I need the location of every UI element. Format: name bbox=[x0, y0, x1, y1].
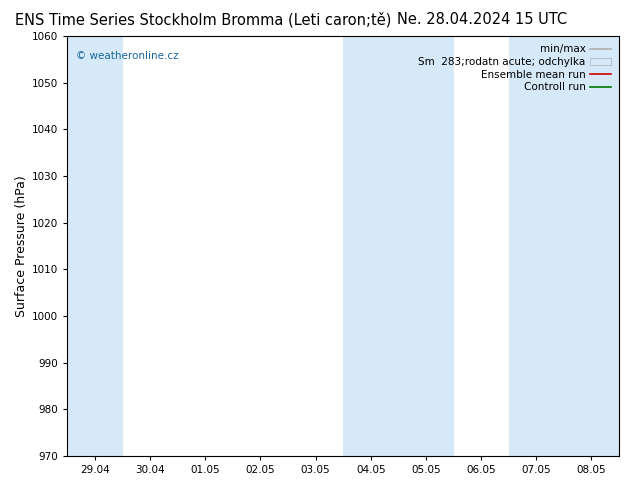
Text: Ne. 28.04.2024 15 UTC: Ne. 28.04.2024 15 UTC bbox=[397, 12, 567, 27]
Text: © weatheronline.cz: © weatheronline.cz bbox=[75, 51, 178, 61]
Y-axis label: Surface Pressure (hPa): Surface Pressure (hPa) bbox=[15, 175, 28, 317]
Bar bbox=[508, 36, 619, 456]
Text: ENS Time Series Stockholm Bromma (Leti caron;tě): ENS Time Series Stockholm Bromma (Leti c… bbox=[15, 12, 391, 28]
Bar bbox=[343, 36, 453, 456]
Legend: min/max, Sm  283;rodatn acute; odchylka, Ensemble mean run, Controll run: min/max, Sm 283;rodatn acute; odchylka, … bbox=[415, 41, 614, 96]
Bar bbox=[67, 36, 122, 456]
